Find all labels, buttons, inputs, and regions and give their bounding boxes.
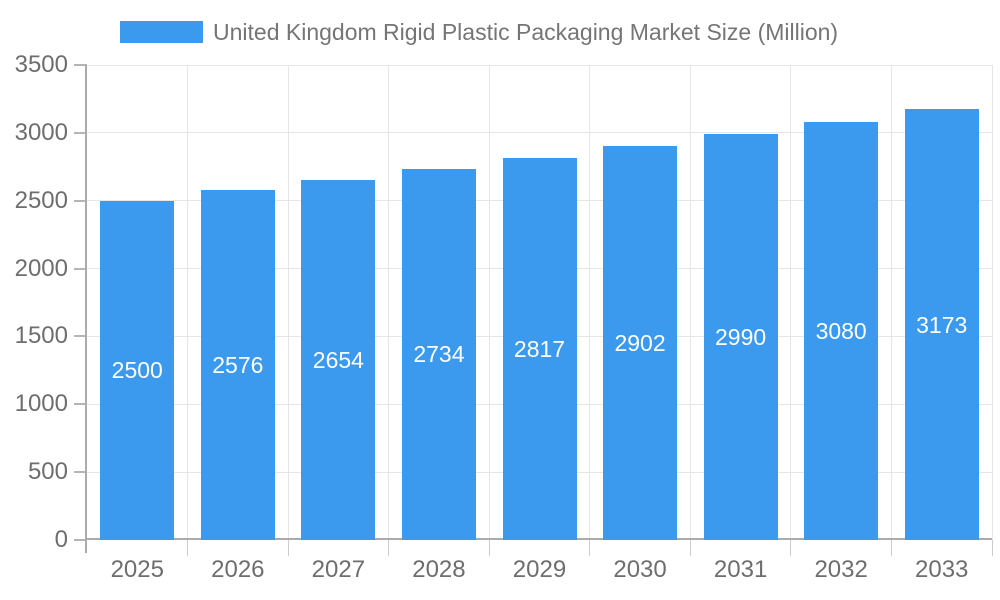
y-axis-line bbox=[85, 65, 87, 553]
bar-2027[interactable]: 2654 bbox=[301, 179, 376, 540]
bar-2031[interactable]: 2990 bbox=[703, 134, 778, 540]
y-gridline bbox=[87, 132, 992, 134]
x-axis-label-2026: 2026 bbox=[211, 556, 265, 583]
y-axis-tick bbox=[74, 403, 87, 406]
x-axis-tick bbox=[287, 540, 289, 556]
y-gridline bbox=[87, 64, 992, 66]
x-axis-label-2028: 2028 bbox=[412, 556, 466, 583]
x-axis-tick bbox=[790, 540, 792, 556]
legend-item[interactable]: United Kingdom Rigid Plastic Packaging M… bbox=[120, 19, 839, 45]
x-gridline bbox=[589, 65, 591, 540]
bar-value-label: 3080 bbox=[815, 318, 867, 344]
bar-2029[interactable]: 2817 bbox=[502, 157, 577, 540]
x-axis-tick bbox=[388, 540, 390, 556]
x-axis-label-2027: 2027 bbox=[311, 556, 366, 583]
x-gridline bbox=[488, 65, 490, 540]
bar-value-label: 3173 bbox=[916, 311, 968, 338]
x-axis-label-2033: 2033 bbox=[915, 556, 969, 583]
bar-2033[interactable]: 3173 bbox=[904, 109, 979, 540]
y-axis-tick bbox=[74, 267, 87, 270]
y-axis-label: 3000 bbox=[14, 118, 68, 146]
y-axis-label: 3500 bbox=[14, 51, 68, 78]
y-axis-tick bbox=[74, 131, 87, 134]
y-axis-label: 500 bbox=[27, 458, 68, 486]
bar-value-label: 2576 bbox=[212, 352, 264, 379]
x-axis-label-2031: 2031 bbox=[713, 556, 768, 583]
x-axis-label-2029: 2029 bbox=[512, 556, 567, 583]
bar-value-label: 2990 bbox=[715, 324, 767, 351]
y-axis-label: 2000 bbox=[14, 254, 68, 282]
bar-value-label: 2734 bbox=[413, 341, 465, 368]
x-axis-tick bbox=[488, 540, 490, 556]
y-axis-tick bbox=[74, 471, 87, 474]
y-axis-tick bbox=[74, 199, 87, 202]
y-axis-tick bbox=[74, 539, 87, 541]
bar-2026[interactable]: 2576 bbox=[200, 190, 275, 540]
bar-value-label: 2500 bbox=[111, 357, 163, 384]
bar-2030[interactable]: 2902 bbox=[603, 146, 678, 540]
x-gridline bbox=[388, 65, 390, 540]
y-axis-label: 0 bbox=[54, 526, 68, 553]
y-axis-tick bbox=[74, 335, 87, 338]
legend-label: United Kingdom Rigid Plastic Packaging M… bbox=[213, 19, 839, 45]
x-axis-tick bbox=[689, 540, 691, 556]
y-axis-tick bbox=[74, 64, 87, 66]
x-axis-tick bbox=[991, 540, 993, 556]
x-gridline bbox=[790, 65, 792, 540]
bar-2028[interactable]: 2734 bbox=[401, 168, 476, 540]
y-axis-label: 1000 bbox=[14, 390, 68, 418]
x-gridline bbox=[187, 65, 189, 540]
y-axis-label: 2500 bbox=[14, 186, 68, 214]
bar-value-label: 2902 bbox=[614, 330, 666, 357]
bar-2025[interactable]: 2500 bbox=[100, 200, 175, 540]
x-gridline bbox=[991, 65, 993, 540]
x-axis-tick bbox=[589, 540, 591, 556]
x-gridline bbox=[890, 65, 892, 540]
bar-value-label: 2654 bbox=[312, 346, 364, 373]
x-axis-label-2032: 2032 bbox=[814, 556, 868, 583]
x-axis-label-2030: 2030 bbox=[613, 556, 667, 583]
x-axis-tick bbox=[890, 540, 892, 556]
y-axis-label: 1500 bbox=[14, 322, 68, 350]
x-gridline bbox=[287, 65, 289, 540]
x-axis-tick bbox=[187, 540, 189, 556]
x-axis-label-2025: 2025 bbox=[110, 556, 164, 583]
x-gridline bbox=[689, 65, 691, 540]
bar-value-label: 2817 bbox=[513, 335, 566, 362]
legend-swatch bbox=[120, 21, 203, 43]
bar-2032[interactable]: 3080 bbox=[804, 122, 879, 540]
